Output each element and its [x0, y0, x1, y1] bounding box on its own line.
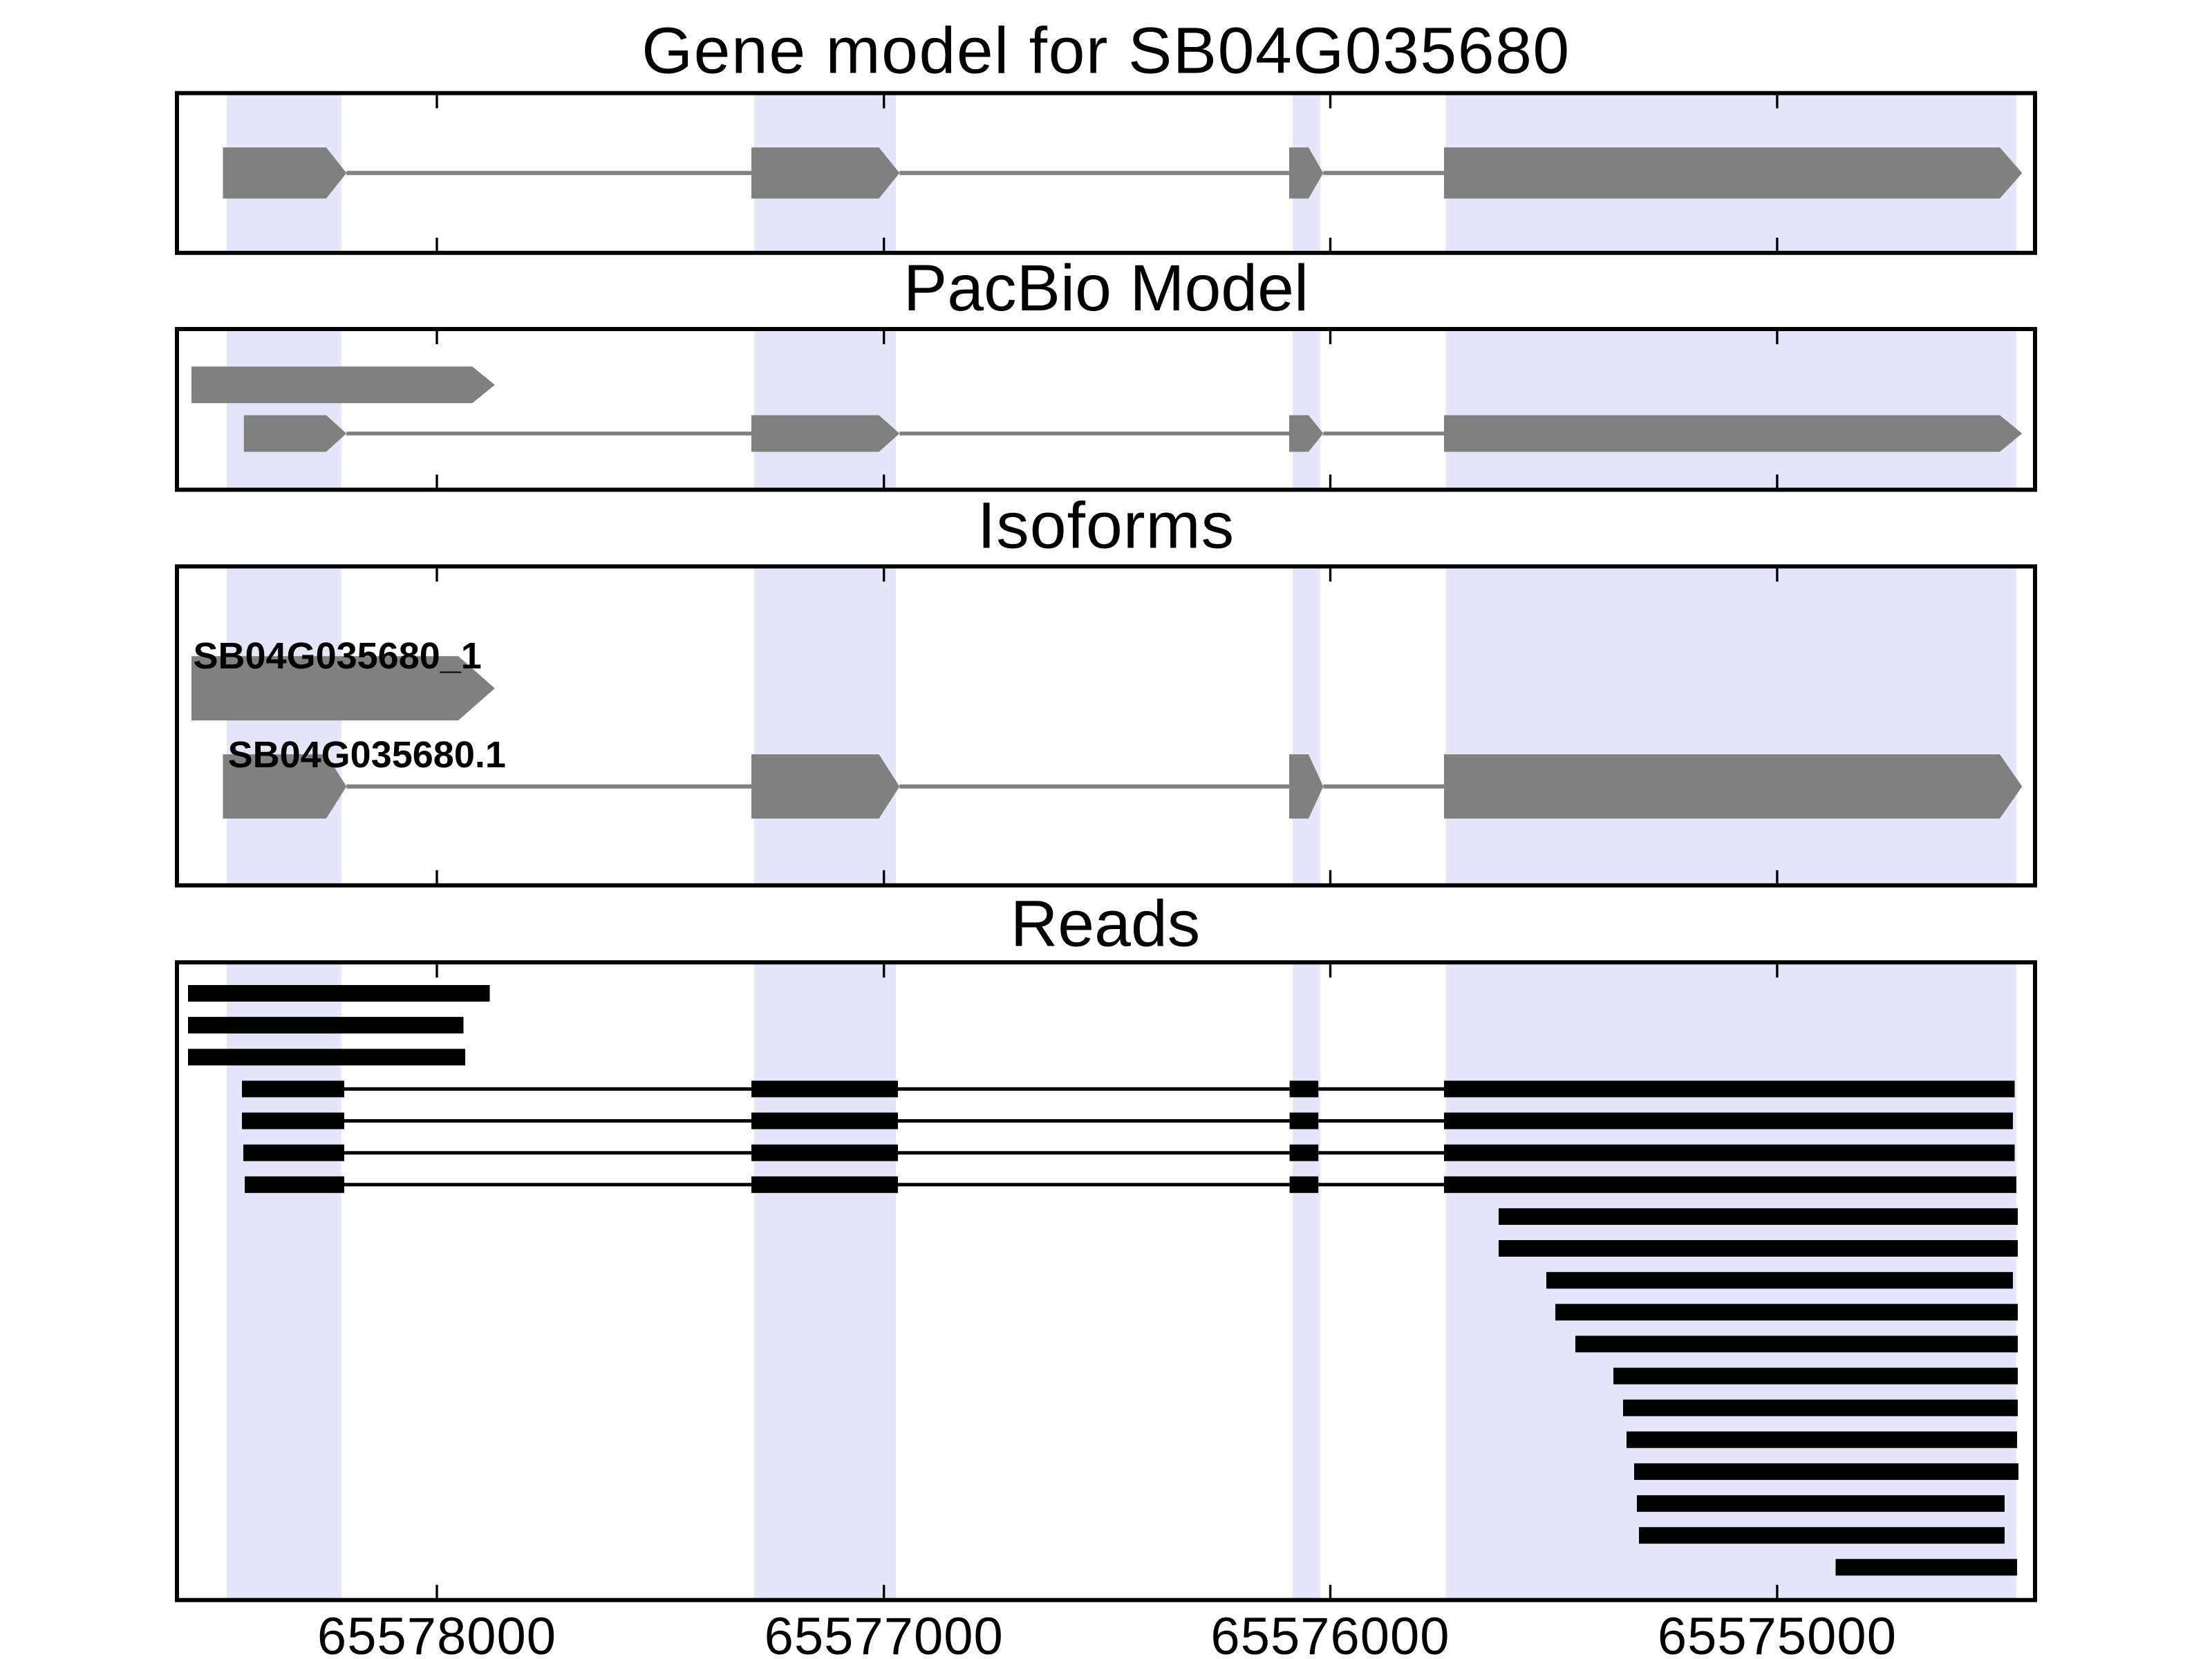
- svg-text:65575000: 65575000: [1658, 1607, 1897, 1659]
- svg-text:PacBio Model: PacBio Model: [903, 252, 1309, 325]
- svg-text:Isoforms: Isoforms: [977, 489, 1235, 562]
- svg-text:SB04G035680.1: SB04G035680.1: [228, 734, 506, 776]
- svg-text:65578000: 65578000: [317, 1607, 556, 1659]
- svg-text:65576000: 65576000: [1210, 1607, 1450, 1659]
- svg-text:65577000: 65577000: [765, 1607, 1004, 1659]
- svg-text:Gene model for SB04G035680: Gene model for SB04G035680: [641, 15, 1571, 88]
- svg-text:SB04G035680_1: SB04G035680_1: [194, 635, 482, 677]
- svg-text:Reads: Reads: [1011, 888, 1201, 961]
